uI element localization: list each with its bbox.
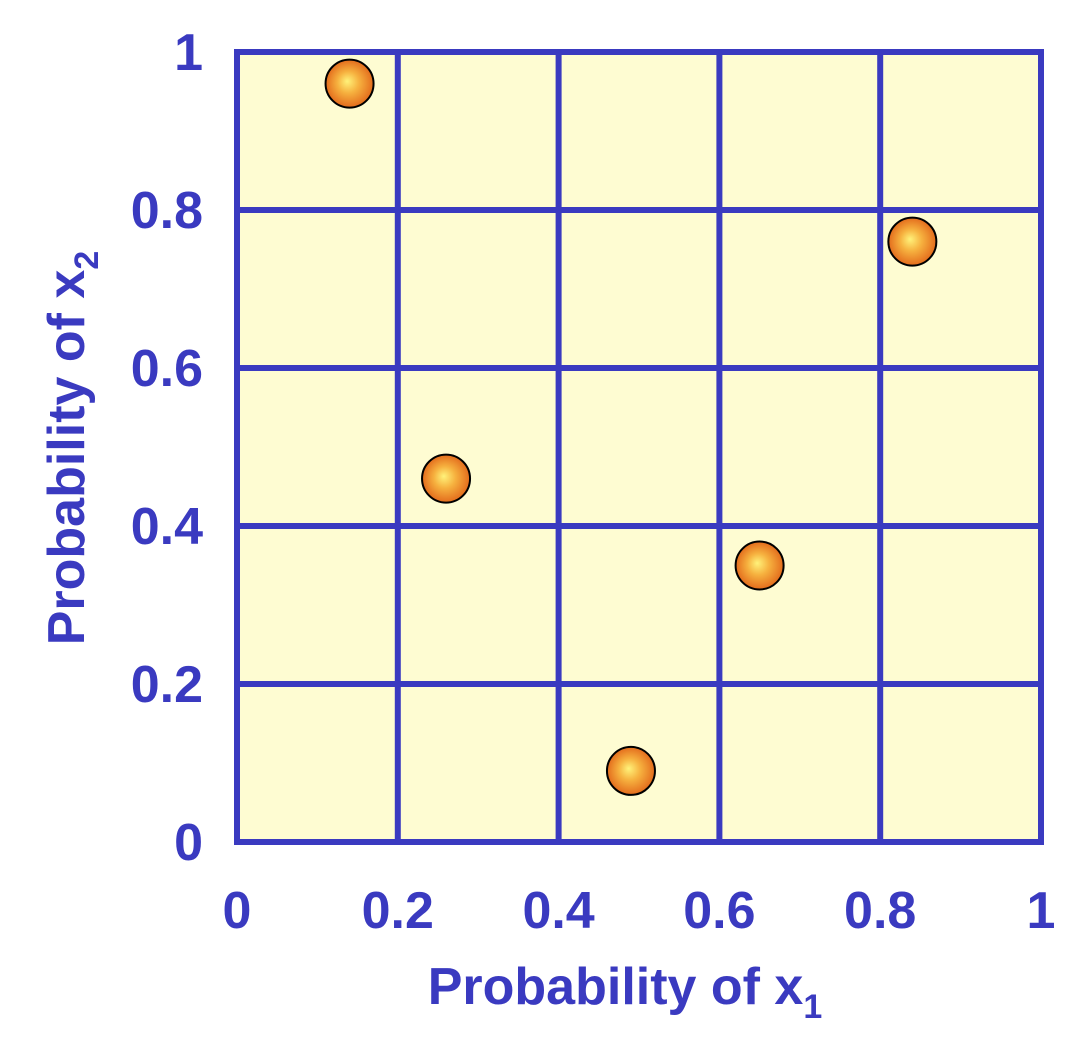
data-point-4	[734, 540, 785, 591]
y-tick-label: 0	[174, 814, 203, 872]
plot-background	[237, 52, 1041, 842]
y-axis-title: Probability of x2	[38, 251, 106, 646]
y-tick-label: 0.4	[131, 498, 203, 556]
x-tick-label: 0.8	[844, 882, 916, 940]
data-point-5	[887, 216, 938, 267]
data-point-2	[421, 453, 472, 504]
x-tick-labels: 0 0.2 0.4 0.6 0.8 1	[223, 882, 1056, 940]
y-tick-label: 0.8	[131, 182, 203, 240]
x-tick-label: 1	[1027, 882, 1056, 940]
data-points	[324, 58, 938, 796]
x-tick-label: 0	[223, 882, 252, 940]
y-axis-title-subscript: 2	[68, 251, 106, 270]
x-axis-title-text: Probability of x	[428, 958, 804, 1016]
data-point-1	[324, 58, 375, 109]
x-tick-label: 0.6	[683, 882, 755, 940]
y-tick-label: 0.6	[131, 340, 203, 398]
y-tick-label: 0.2	[131, 656, 203, 714]
y-tick-labels: 0 0.2 0.4 0.6 0.8 1	[131, 24, 203, 872]
x-axis-title-subscript: 1	[803, 988, 822, 1026]
grid-lines	[234, 49, 1044, 845]
y-tick-label: 1	[174, 24, 203, 82]
x-axis-title: Probability of x1	[428, 958, 823, 1026]
x-tick-label: 0.4	[522, 882, 594, 940]
data-point-3	[605, 745, 656, 796]
x-tick-label: 0.2	[362, 882, 434, 940]
y-axis-title-text: Probability of x	[38, 270, 96, 646]
